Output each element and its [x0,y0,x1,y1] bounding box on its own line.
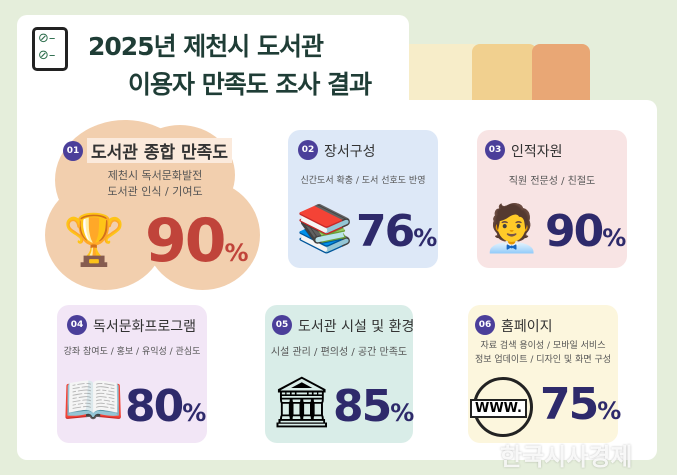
percent-value: 90% [545,206,627,257]
card-desc-1: 직원 전문성 / 친절도 [508,176,596,187]
card-overall-satisfaction: 01 도서관 종합 만족도 제천시 독서문화발전 도서관 인식 / 기여도 🏆 … [45,120,265,290]
value: 90 [145,206,226,276]
badge-01: 01 [63,141,83,161]
card-staff: 03 인적자원 직원 전문성 / 친절도 🧑‍💼 90% [477,130,627,268]
badge-02: 02 [298,140,318,160]
bookshelf-icon: 📚 [296,201,354,255]
percent-value: 85% [333,381,415,432]
decor-tab-1 [400,44,480,104]
card-desc-1: 자료 검색 용이성 / 모바일 서비스 [480,341,606,351]
card-desc-2: 정보 업데이트 / 디자인 및 화면 구성 [474,355,612,365]
card-desc-2: 도서관 인식 / 기여도 [107,185,203,198]
card-title: 도서관 종합 만족도 [87,138,232,163]
card-desc-1: 신간도서 확충 / 도서 선호도 반영 [300,176,426,186]
reading-woman-icon: 📖 [62,371,125,429]
library-building-icon: 🏛 [270,373,334,431]
watermark: 한국시사경제 [500,443,633,471]
badge-05: 05 [272,315,292,335]
unit: % [182,399,207,427]
card-title: 인적자원 [511,144,563,160]
percent-value: 90% [145,208,249,274]
unit: % [413,224,438,252]
trophy-stars-icon: 🏆 [63,211,126,269]
unit: % [597,397,622,425]
decor-tab-2 [472,44,537,104]
badge-03: 03 [485,140,505,160]
staff-person-icon: 🧑‍💼 [483,201,541,255]
cloud-bg [145,180,260,290]
card-title: 홈페이지 [501,319,553,335]
page-title-line1: 2025년 제천시 도서관 [88,32,324,61]
card-desc-1: 강좌 참여도 / 홍보 / 유익성 / 관심도 [63,347,201,357]
card-desc-1: 시설 관리 / 편의성 / 공간 만족도 [270,347,408,358]
title-card [17,15,409,125]
page-title-line2: 이용자 만족도 조사 결과 [128,70,372,99]
decor-tab-3 [532,44,590,104]
percent-value: 75% [540,379,622,430]
badge-04: 04 [67,315,87,335]
unit: % [390,399,415,427]
www-label: WWW. [470,399,527,418]
card-title: 장서구성 [324,144,376,160]
checklist-icon: ⊘– ⊘– [32,27,68,71]
card-desc-1: 제천시 독서문화발전 [107,169,203,182]
unit: % [224,239,249,267]
card-facilities: 05 도서관 시설 및 환경 시설 관리 / 편의성 / 공간 만족도 🏛 85… [265,305,415,443]
card-title: 독서문화프로그램 [93,319,197,335]
card-homepage: 06 홈페이지 자료 검색 용이성 / 모바일 서비스 정보 업데이트 / 디자… [468,305,622,443]
value: 80 [125,381,184,432]
badge-06: 06 [475,315,495,335]
card-collection: 02 장서구성 신간도서 확충 / 도서 선호도 반영 📚 76% [288,130,438,268]
card-title: 도서관 시설 및 환경 [298,319,415,335]
unit: % [602,224,627,252]
card-reading-program: 04 독서문화프로그램 강좌 참여도 / 홍보 / 유익성 / 관심도 📖 80… [57,305,207,443]
value: 76 [356,206,415,257]
value: 90 [545,206,604,257]
value: 75 [540,379,599,430]
percent-value: 76% [356,206,438,257]
value: 85 [333,381,392,432]
percent-value: 80% [125,381,207,432]
